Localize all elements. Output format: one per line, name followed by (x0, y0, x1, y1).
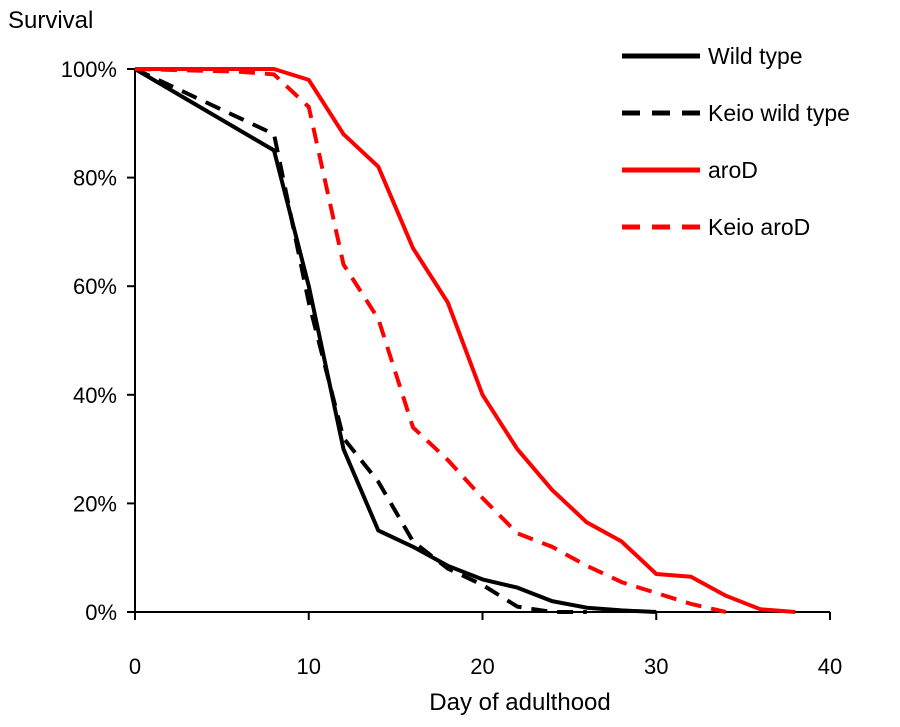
data-point-arod (376, 165, 380, 169)
data-point-wild-type (411, 545, 415, 549)
data-point-keio-arod (133, 67, 137, 71)
data-point-wild-type (654, 610, 658, 614)
data-point-keio-wild-type (446, 567, 450, 571)
data-point-keio-wild-type (550, 610, 554, 614)
data-point-arod (759, 607, 763, 611)
data-point-keio-arod (515, 531, 519, 535)
data-point-keio-arod (376, 317, 380, 321)
legend-label-keio-arod: Keio aroD (708, 214, 810, 240)
data-point-keio-wild-type (307, 300, 311, 304)
y-tick-label: 20% (73, 491, 117, 516)
data-point-wild-type (342, 447, 346, 451)
data-point-keio-arod (272, 72, 276, 76)
data-point-arod (272, 67, 276, 71)
data-point-wild-type (585, 606, 589, 610)
x-axis-title: Day of adulthood (429, 689, 610, 716)
data-point-keio-arod (724, 610, 728, 614)
data-point-keio-arod (411, 425, 415, 429)
data-point-arod (307, 78, 311, 82)
data-point-keio-arod (481, 496, 485, 500)
y-tick-label: 100% (61, 57, 117, 82)
legend: Wild type Keio wild type aroD Keio aroD (622, 43, 850, 240)
x-tick-label: 30 (644, 654, 668, 679)
legend-label-keio-wild-type: Keio wild type (708, 100, 850, 126)
series-line-keio-wild-type (134, 67, 587, 614)
data-point-arod (481, 393, 485, 397)
x-tick-label: 20 (470, 654, 494, 679)
data-point-wild-type (550, 599, 554, 603)
data-point-keio-arod (654, 591, 658, 595)
y-tick-label: 60% (73, 274, 117, 299)
series-line-wild-type (133, 67, 657, 614)
y-axis-title: Survival (8, 7, 93, 34)
data-point-keio-arod (342, 262, 346, 266)
data-point-arod (689, 575, 693, 579)
data-point-wild-type (515, 586, 519, 590)
data-point-keio-wild-type (585, 610, 589, 614)
data-point-arod (620, 539, 624, 543)
data-point-keio-arod (689, 602, 693, 606)
data-point-wild-type (307, 284, 311, 288)
data-point-keio-wild-type (515, 605, 519, 609)
data-point-arod (585, 520, 589, 524)
data-point-arod (515, 447, 519, 451)
y-tick-label: 0% (85, 600, 117, 625)
data-point-wild-type (481, 577, 485, 581)
data-point-keio-arod (550, 545, 554, 549)
data-point-wild-type (376, 529, 380, 533)
data-point-keio-arod (585, 564, 589, 568)
y-tick-label: 40% (73, 383, 117, 408)
data-point-keio-wild-type (272, 132, 276, 136)
axes: 0% 20% 40% 60% 80% 100% 0 10 20 30 40 (61, 57, 843, 679)
data-point-keio-wild-type (481, 583, 485, 587)
legend-label-arod: aroD (708, 157, 758, 183)
data-point-keio-wild-type (342, 436, 346, 440)
y-tick-label: 80% (73, 166, 117, 191)
data-point-arod (654, 572, 658, 576)
data-point-keio-arod (446, 458, 450, 462)
data-point-keio-wild-type (376, 480, 380, 484)
data-point-arod (342, 132, 346, 136)
x-tick-label: 40 (818, 654, 842, 679)
data-point-arod (550, 488, 554, 492)
x-tick-label: 0 (129, 654, 141, 679)
series-layer (133, 67, 797, 614)
legend-label-wild-type: Wild type (708, 43, 803, 69)
series-line-keio-arod (134, 67, 727, 614)
data-point-keio-arod (237, 70, 241, 74)
data-point-arod (793, 610, 797, 614)
data-point-wild-type (620, 608, 624, 612)
series-line-arod (135, 67, 796, 614)
data-point-arod (724, 594, 728, 598)
data-point-keio-arod (307, 105, 311, 109)
data-point-keio-arod (620, 580, 624, 584)
data-point-keio-wild-type (411, 539, 415, 543)
data-point-arod (446, 300, 450, 304)
data-point-arod (411, 246, 415, 250)
x-tick-label: 10 (297, 654, 321, 679)
